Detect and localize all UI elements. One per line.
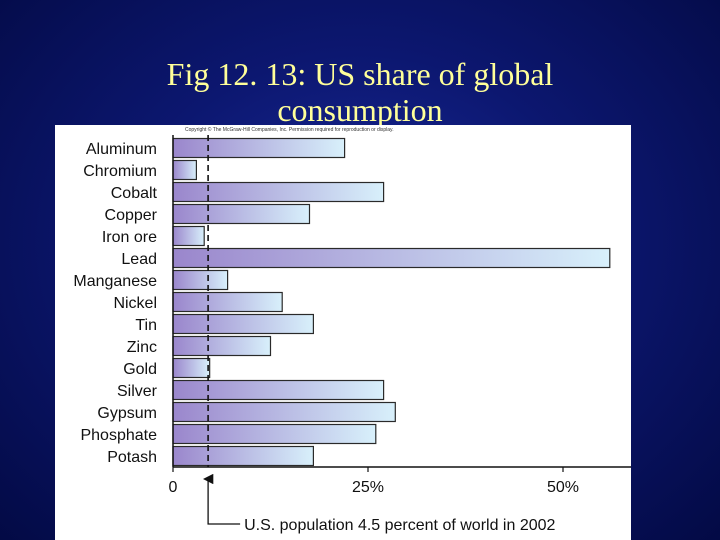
category-label: Tin <box>135 317 157 334</box>
category-label: Copper <box>105 207 158 224</box>
category-label: Iron ore <box>102 229 157 246</box>
category-label: Potash <box>107 449 157 466</box>
x-tick-label: 50% <box>547 479 579 496</box>
category-label: Lead <box>121 251 157 268</box>
bar-nickel <box>172 291 283 313</box>
category-label: Silver <box>117 383 158 400</box>
category-label: Aluminum <box>86 141 157 158</box>
bar-iron-ore <box>172 225 205 247</box>
bar-chart: Aluminum Chromium Cobalt Copper Iron ore Lead… <box>73 135 631 534</box>
bar-tin <box>172 313 314 335</box>
copyright-notice: Copyright © The McGraw-Hill Companies, I… <box>185 127 394 133</box>
chart-figure: Copyright © The McGraw-Hill Companies, I… <box>55 125 631 540</box>
slide-title-line1: Fig 12. 13: US share of global <box>166 56 554 92</box>
bar-aluminum <box>172 137 346 159</box>
category-label: Chromium <box>83 163 157 180</box>
category-label: Cobalt <box>111 185 158 202</box>
category-label: Zinc <box>127 339 157 356</box>
category-label: Nickel <box>113 295 157 312</box>
bar-cobalt <box>172 181 385 203</box>
bar-lead <box>172 247 611 269</box>
bar-phosphate <box>172 423 377 445</box>
bar-potash <box>172 445 314 467</box>
bar-copper <box>172 203 311 225</box>
category-label: Gypsum <box>97 405 157 422</box>
bar-gypsum <box>172 401 396 423</box>
category-label: Gold <box>123 361 157 378</box>
bar-manganese <box>172 269 229 291</box>
reference-line-label: U.S. population 4.5 percent of world in … <box>244 517 555 534</box>
category-label: Manganese <box>73 273 157 290</box>
bar-silver <box>172 379 385 401</box>
x-tick-label: 25% <box>352 479 384 496</box>
slide-title-line2: consumption <box>277 92 443 128</box>
bar-chromium <box>172 159 197 181</box>
reference-arrow <box>202 473 241 525</box>
slide-title: Fig 12. 13: US share of global consumpti… <box>0 56 720 128</box>
bar-zinc <box>172 335 272 357</box>
bar-gold <box>172 357 211 379</box>
x-tick-label: 0 <box>169 479 178 496</box>
category-label: Phosphate <box>80 427 157 444</box>
